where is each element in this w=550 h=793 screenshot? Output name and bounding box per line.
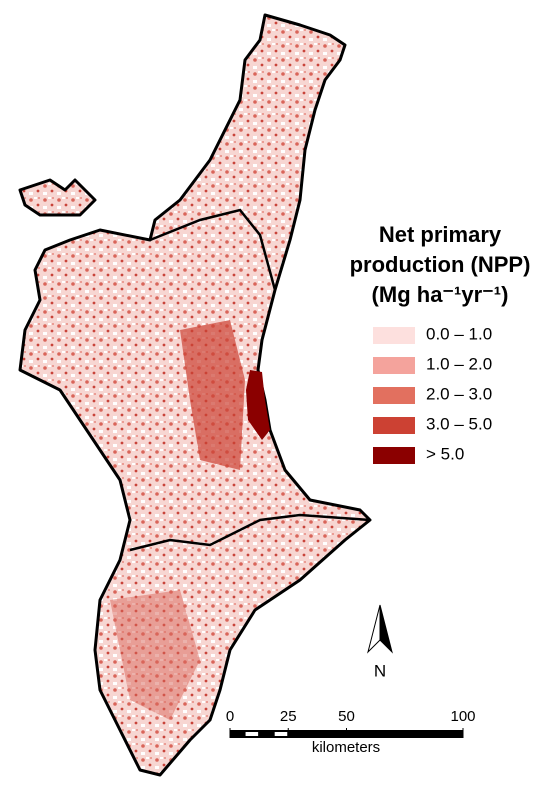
legend-label: 2.0 – 3.0 — [426, 384, 492, 403]
scale-segment — [274, 732, 288, 736]
north-arrow: N — [367, 604, 393, 680]
scale-label: 100 — [450, 708, 475, 725]
legend-title: (Mg ha⁻¹yr⁻¹) — [372, 282, 509, 307]
legend-label: 0.0 – 1.0 — [426, 324, 492, 343]
legend-swatch — [373, 417, 415, 434]
scale-segment — [245, 732, 259, 736]
region — [18, 13, 372, 777]
legend-swatch — [373, 387, 415, 404]
legend-label: > 5.0 — [426, 444, 464, 463]
legend: Net primary production (NPP) (Mg ha⁻¹yr⁻¹)… — [350, 222, 531, 464]
legend-label: 3.0 – 5.0 — [426, 414, 492, 433]
legend-label: 1.0 – 2.0 — [426, 354, 492, 373]
legend-title: production (NPP) — [350, 252, 531, 277]
scale-label: 25 — [280, 708, 297, 725]
scale-label: 50 — [338, 708, 355, 725]
legend-title: Net primary — [379, 222, 502, 247]
north-label: N — [374, 661, 386, 680]
scale-label: 0 — [226, 708, 234, 725]
legend-swatch — [373, 327, 415, 344]
scale-unit: kilometers — [312, 739, 380, 756]
scale-bar: 0 25 50 100 — [226, 708, 476, 738]
legend-swatch — [373, 357, 415, 374]
legend-swatch — [373, 447, 415, 464]
